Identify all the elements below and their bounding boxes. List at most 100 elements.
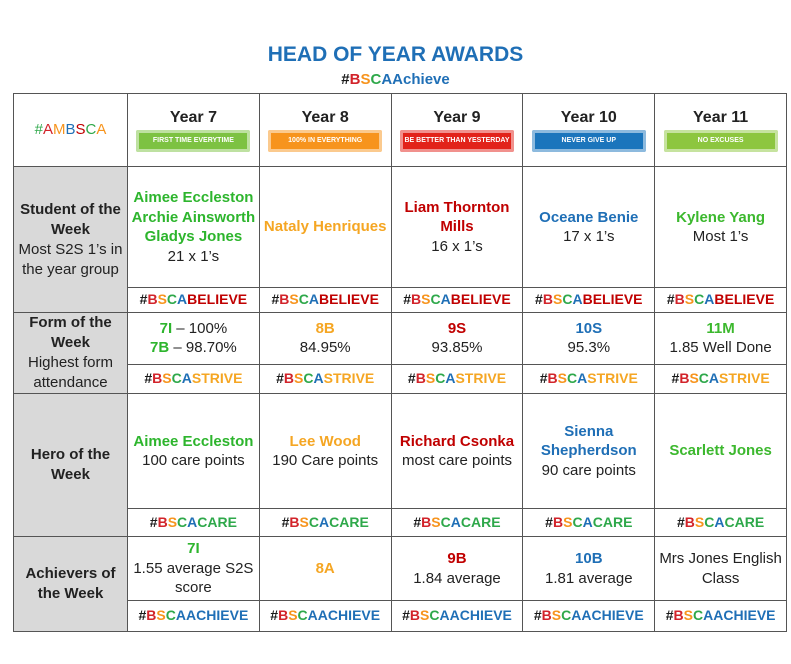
cell-line: 7B – 98.70% xyxy=(130,338,257,358)
award-cell: Mrs Jones English Class xyxy=(654,536,787,601)
cell-line: Oceane Benie xyxy=(525,208,652,228)
row-title: Achievers of the Week xyxy=(25,565,116,602)
hashtag: #BSCABELIEVE xyxy=(666,291,775,308)
cell-line: 11M xyxy=(657,319,784,339)
cell-line: Sienna Shepherdson xyxy=(525,422,652,461)
hashtag-cell: #BSCASTRIVE xyxy=(390,363,524,395)
winner-detail: 21 x 1’s xyxy=(167,247,220,265)
hashtag-cell: #BSCASTRIVE xyxy=(654,363,787,395)
cell-line: 8B xyxy=(262,319,389,339)
hashtag-cell: #BSCAACHIEVE xyxy=(654,600,787,632)
winner-detail: 93.85% xyxy=(431,339,483,357)
winner-detail: 1.85 Well Done xyxy=(669,339,772,357)
award-row: Achievers of the Week 7I 1.55 average S2S … xyxy=(13,536,787,632)
year-name: Year 11 xyxy=(693,108,749,126)
cell-line: Nataly Henriques xyxy=(262,217,389,237)
winner-name: 9S xyxy=(447,319,467,337)
award-cell: 8A xyxy=(258,536,392,601)
row-label: Student of the Week Most S2S 1’s in the y… xyxy=(13,166,128,313)
winner-detail: Most 1’s xyxy=(692,228,749,245)
winner-name: Richard Csonka xyxy=(399,432,515,450)
cell-line: 1.84 average xyxy=(394,569,521,589)
hashtag-cell: #BSCACARE xyxy=(522,508,656,537)
hashtag-cell: #BSCASTRIVE xyxy=(522,363,656,395)
award-cell: Nataly Henriques xyxy=(258,166,392,288)
hashtag-row: #BSCASTRIVE #BSCASTRIVE #BSCASTRIVE #BSCAST… xyxy=(14,363,787,395)
hashtag-cell: #BSCAACHIEVE xyxy=(522,600,656,632)
winner-detail: most care points xyxy=(401,452,513,469)
hashtag: #BSCAACHIEVE xyxy=(665,607,776,624)
cell-line: 7I xyxy=(130,539,257,559)
year-header: Year 10 NEVER GIVE UP xyxy=(522,93,656,167)
cell-line: Liam Thornton Mills xyxy=(394,198,521,237)
award-cell: 7I – 100% 7B – 98.70% xyxy=(127,312,260,365)
winner-name: Sienna Shepherdson xyxy=(540,422,637,460)
hashtag: #BSCAACHIEVE xyxy=(533,607,644,624)
header-row: #AMBSCA Year 7 FIRST TIME EVERYTIME Year 8 1… xyxy=(13,93,787,167)
cell-line: Kylene Yang xyxy=(657,208,784,228)
hashtag-cell: #BSCAACHIEVE xyxy=(127,600,260,632)
award-cell: Lee Wood 190 Care points xyxy=(258,393,392,509)
winner-name: 11M xyxy=(706,319,735,337)
award-cell: Aimee Eccleston Archie Ainsworth Gladys … xyxy=(127,166,260,288)
cell-line: 16 x 1’s xyxy=(394,237,521,257)
hashtag: #BSCABELIEVE xyxy=(139,291,248,308)
winner-name: 7B xyxy=(150,339,170,357)
hashtag-cell: #BSCACARE xyxy=(258,508,392,537)
winner-detail: 190 Care points xyxy=(272,452,379,469)
year-header: Year 7 FIRST TIME EVERYTIME xyxy=(127,93,260,167)
hashtag: #BSCACARE xyxy=(545,513,633,530)
award-row: Student of the Week Most S2S 1’s in the y… xyxy=(13,166,787,313)
row-title: Form of the Week xyxy=(29,314,112,351)
winner-name: Aimee Eccleston Archie Ainsworth Gladys … xyxy=(131,189,256,245)
hashtag: #BSCASTRIVE xyxy=(671,370,770,387)
award-row: Form of the Week Highest form attendance 7… xyxy=(13,312,787,394)
year-motto: 100% IN EVERYTHING xyxy=(268,130,383,153)
winner-name: Scarlett Jones xyxy=(669,442,772,460)
row-subtitle: Most S2S 1’s in the year group xyxy=(18,240,123,278)
winner-detail: 100 care points xyxy=(142,452,245,469)
hashtag-cell: #BSCABELIEVE xyxy=(127,287,260,313)
award-cell: 8B 84.95% xyxy=(258,312,392,365)
hashtag-row: #BSCACARE #BSCACARE #BSCACARE #BSCACARE #BSC… xyxy=(14,508,787,537)
winner-name: 7I xyxy=(187,540,200,558)
row-label: Achievers of the Week xyxy=(13,536,128,632)
award-cell: Aimee Eccleston 100 care points xyxy=(127,393,260,509)
hashtag-row: #BSCABELIEVE #BSCABELIEVE #BSCABELIEVE #BSC… xyxy=(14,287,787,313)
hashtag: #BSCABELIEVE xyxy=(403,291,511,308)
hashtag: #BSCAACHIEVE xyxy=(402,607,512,624)
hashtag: #BSCASTRIVE xyxy=(276,370,375,387)
year-name: Year 10 xyxy=(560,108,617,126)
hashtag: #BSCAACHIEVE xyxy=(270,607,381,624)
winner-detail: 1.84 average xyxy=(413,569,501,587)
hashtag: #BSCACARE xyxy=(413,513,501,530)
hashtag: #BSCACARE xyxy=(281,513,369,530)
year-motto: NO EXCUSES xyxy=(663,130,778,153)
winner-detail: – 98.70% xyxy=(173,339,237,357)
winner-detail: 16 x 1’s xyxy=(431,237,483,255)
winner-name: 10S xyxy=(575,319,603,337)
hashtag-cell: #BSCACARE xyxy=(390,508,524,537)
winner-name: Lee Wood xyxy=(289,432,361,450)
cell-line: 190 Care points xyxy=(262,451,389,471)
year-motto: NEVER GIVE UP xyxy=(531,130,646,153)
award-cell: Scarlett Jones xyxy=(654,393,787,509)
hashtag-cell: #BSCABELIEVE xyxy=(522,287,656,313)
winner-name: Liam Thornton Mills xyxy=(404,198,510,236)
year-header: Year 9 BE BETTER THAN YESTERDAY xyxy=(390,93,524,167)
year-name: Year 9 xyxy=(433,108,481,126)
award-cell: 7I 1.55 average S2S score xyxy=(127,536,260,601)
winner-detail: 1.55 average S2S score xyxy=(133,559,254,597)
row-title: Hero of the Week xyxy=(30,446,111,483)
hashtag-cell: #BSCASTRIVE xyxy=(258,363,392,395)
hashtag-cell: #BSCABELIEVE xyxy=(390,287,524,313)
winner-detail: 1.81 average xyxy=(545,569,633,587)
hashtag: #BSCABELIEVE xyxy=(271,291,379,308)
year-motto: BE BETTER THAN YESTERDAY xyxy=(399,130,514,153)
winner-detail: 95.3% xyxy=(567,339,611,357)
award-cell: 9S 93.85% xyxy=(390,312,524,365)
winner-name: Nataly Henriques xyxy=(263,218,387,236)
year-name: Year 8 xyxy=(301,108,349,126)
winner-detail: 17 x 1’s xyxy=(563,228,615,245)
award-cell: Oceane Benie 17 x 1’s xyxy=(522,166,656,288)
